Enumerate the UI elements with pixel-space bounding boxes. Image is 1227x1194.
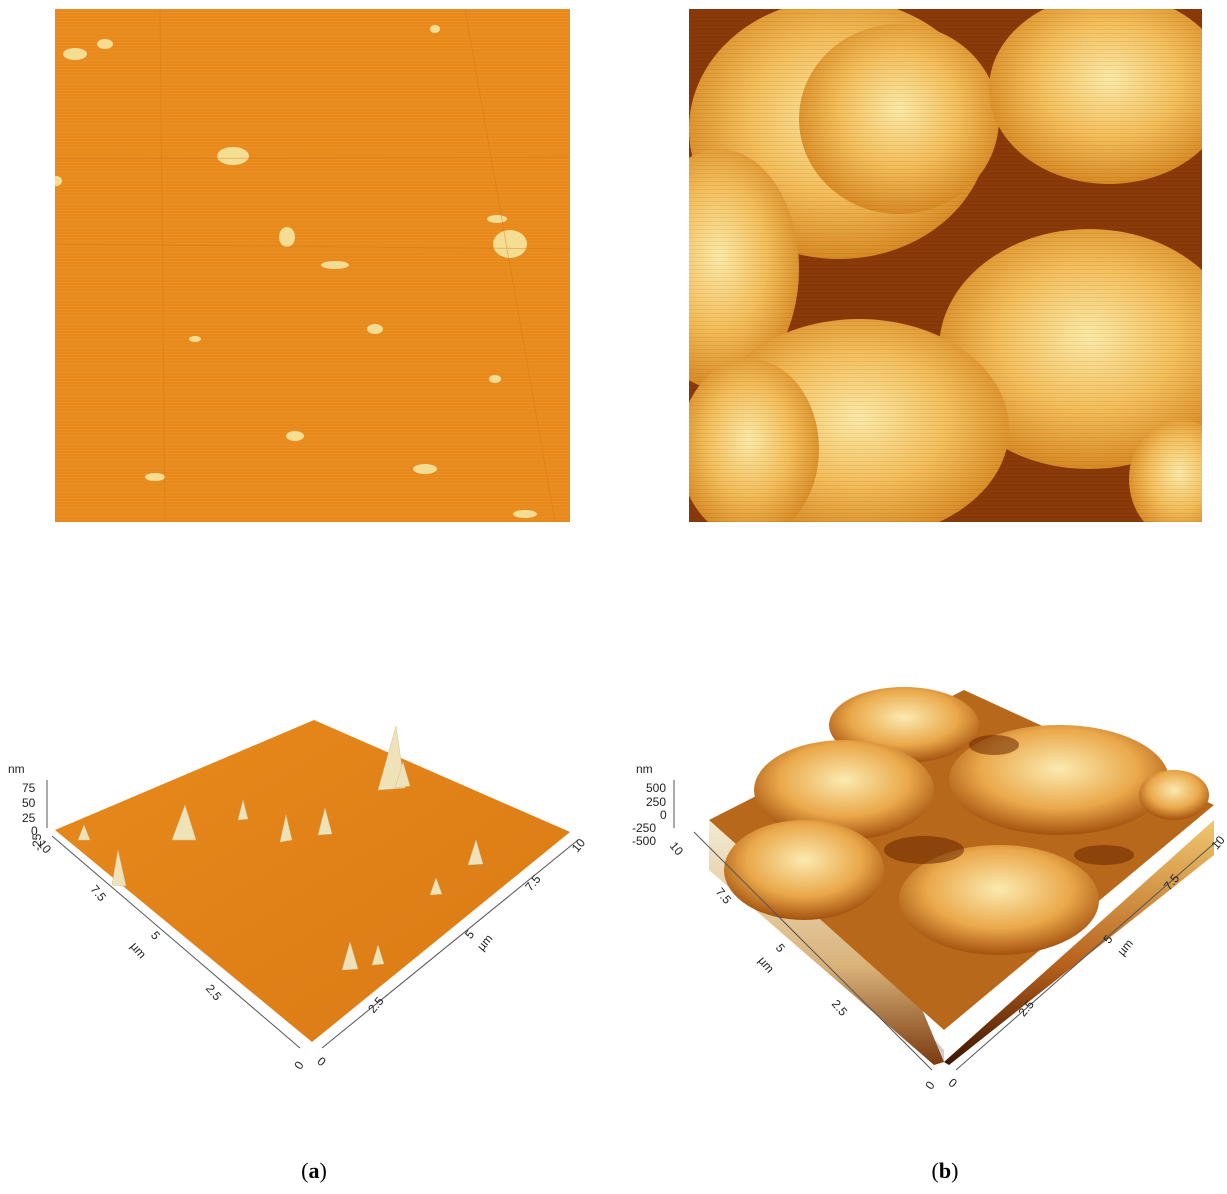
right-wall-b (944, 820, 1214, 1065)
z-tick-a-3: 0 (31, 824, 38, 838)
y-tick-b-0: 0 (922, 1078, 937, 1092)
x-tick-b-4: 10 (1208, 833, 1227, 852)
z-tick-b-4: -500 (632, 834, 656, 848)
caption-b-open: ( (931, 1158, 939, 1183)
y-tick-a-2: 5 (148, 928, 163, 942)
y-tick-a-0: 0 (291, 1058, 306, 1072)
y-tick-a-1: 2.5 (203, 981, 225, 1003)
z-tick-a-4: -25 (30, 833, 44, 851)
z-unit-b: nm (636, 762, 653, 776)
afm-3d-plot-a: nm 75 50 25 0 -25 0 2.5 5 µm 7.5 10 0 2.… (0, 680, 613, 1100)
z-tick-b-2: 0 (660, 808, 667, 822)
x-tick-a-0: 0 (314, 1054, 328, 1069)
surface-peaks (77, 725, 484, 971)
y-unit-a: µm (128, 939, 150, 961)
caption-b-letter: b (938, 1158, 952, 1183)
y-tick-b-1: 2.5 (829, 997, 851, 1019)
x-unit-a: µm (474, 931, 496, 953)
y-unit-b: µm (755, 954, 777, 976)
x-tick-a-3: 7.5 (522, 872, 544, 894)
y-tick-b-2: 5 (773, 941, 788, 955)
z-tick-b-3: -250 (632, 821, 656, 835)
caption-b: (b) (905, 1158, 985, 1184)
x-tick-a-1: 2.5 (365, 994, 387, 1016)
afm-2d-image-b (689, 9, 1202, 522)
caption-a-letter: a (308, 1158, 320, 1183)
afm-3d-plot-b: nm 500 250 0 -250 -500 0 2.5 5 µm 7.5 10… (614, 670, 1227, 1100)
z-tick-a-2: 25 (22, 811, 36, 825)
z-tick-b-1: 250 (646, 795, 666, 809)
y-tick-b-4: 10 (667, 839, 687, 858)
afm-2d-image-a (55, 9, 570, 522)
z-tick-a-0: 75 (22, 781, 36, 795)
x-tick-a-4: 10 (569, 836, 589, 855)
z-tick-b-0: 500 (646, 781, 666, 795)
surface-a (55, 720, 570, 1042)
caption-a-open: ( (301, 1158, 309, 1183)
surface-particles (55, 25, 537, 518)
caption-b-close: ) (951, 1158, 959, 1183)
y-tick-a-3: 7.5 (88, 882, 110, 904)
x-unit-b: µm (1114, 936, 1136, 958)
caption-a: (a) (274, 1158, 354, 1184)
x-tick-a-2: 5 (462, 927, 477, 941)
caption-a-close: ) (319, 1158, 327, 1183)
x-tick-b-0: 0 (946, 1075, 960, 1090)
z-unit-a: nm (8, 762, 25, 776)
z-tick-a-1: 50 (22, 796, 36, 810)
